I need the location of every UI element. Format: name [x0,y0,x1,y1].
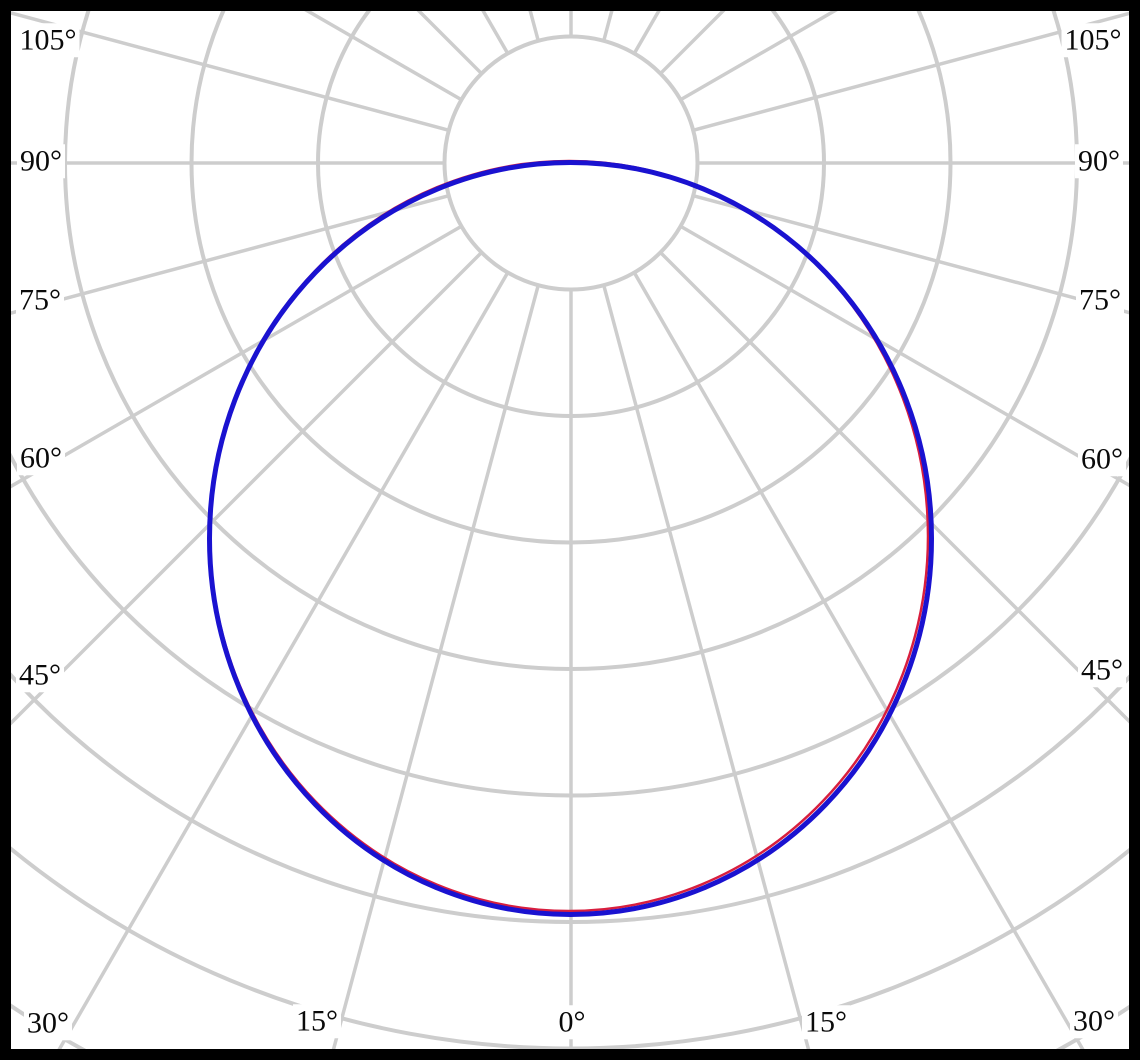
grid-radial-line [11,194,450,315]
intensity-curves [207,159,934,917]
grid-radial-line [11,224,463,489]
grid-radial-line [11,11,450,132]
grid-radial-line [57,271,510,1049]
grid-radial-line [692,11,1129,132]
grid-radial-line [692,194,1129,315]
grid-radial-line [416,11,483,75]
grid-radial-line [331,284,540,1049]
blue-curve [207,160,934,917]
grid-radial-line [632,271,1085,1049]
grid-radial-line [659,251,1129,724]
grid-radial-line [679,224,1129,488]
grid-radial-line [304,11,463,102]
grid-radial-line [679,11,838,102]
grid-radial-line [11,251,483,726]
grid-radial-line [602,284,811,1049]
